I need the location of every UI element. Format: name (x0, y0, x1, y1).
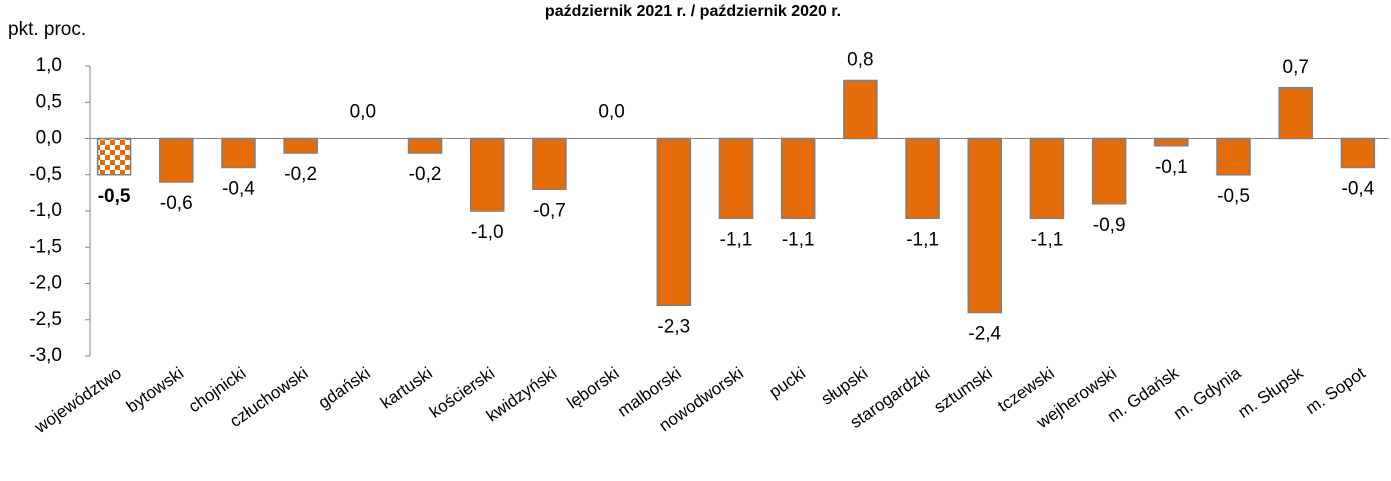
bar (1278, 87, 1313, 140)
bar (843, 79, 878, 140)
bar (967, 137, 1003, 314)
bar (1154, 137, 1189, 147)
y-tick-label: -2,5 (29, 309, 62, 330)
x-tick-label: gdański (315, 363, 374, 412)
value-label: -1,1 (782, 229, 815, 250)
x-tick-label: pucki (766, 363, 809, 401)
x-tick-label: m. Gdańsk (1104, 363, 1183, 426)
x-tick-label: m. Gdynia (1170, 363, 1245, 423)
x-tick-label: województwo (30, 363, 125, 437)
value-label: -0,2 (284, 164, 317, 185)
bar (905, 137, 940, 219)
y-tick-label: 1,0 (36, 55, 62, 76)
x-tick-label: słupski (818, 363, 871, 408)
bar (283, 137, 318, 154)
bar (1340, 137, 1376, 169)
value-label: -0,5 (1217, 186, 1250, 207)
x-tick-label: m. Słupsk (1235, 363, 1307, 422)
value-label: -0,9 (1093, 215, 1126, 236)
value-label: -1,1 (906, 229, 939, 250)
y-axis-label: pkt. proc. (8, 19, 86, 40)
value-label: -0,6 (160, 193, 193, 214)
bar (780, 137, 816, 219)
y-tick-label: -1,0 (29, 200, 62, 221)
value-label: -1,1 (720, 229, 753, 250)
y-tick-label: -1,5 (29, 236, 62, 257)
bar (221, 137, 256, 169)
x-tick-label: m. Sopot (1302, 363, 1369, 418)
value-label: -0,4 (222, 179, 255, 200)
value-label: -0,4 (1342, 179, 1375, 200)
y-tick-label: -0,5 (29, 164, 62, 185)
value-label: 0,0 (598, 102, 624, 123)
bar (1216, 137, 1251, 176)
value-label: -2,4 (968, 324, 1001, 345)
value-label: -1,0 (471, 222, 504, 243)
y-tick-label: 0,0 (36, 128, 62, 149)
x-tick-label: bytowski (123, 363, 187, 416)
value-label: -0,5 (98, 186, 131, 207)
bar (407, 137, 443, 154)
x-tick-label: sztumski (931, 363, 996, 416)
value-label: -0,2 (409, 164, 442, 185)
value-label: 0,8 (847, 50, 873, 71)
bar (532, 137, 567, 190)
chart-title: październik 2021 r. / październik 2020 r… (545, 3, 841, 20)
value-label: -0,7 (533, 200, 566, 221)
bar (1091, 137, 1127, 205)
value-label: 0,0 (350, 102, 376, 123)
bar (718, 137, 754, 219)
y-tick-label: -2,0 (29, 273, 62, 294)
y-tick-label: 0,5 (36, 91, 62, 112)
value-label: 0,7 (1283, 57, 1309, 78)
bar (1029, 137, 1065, 219)
y-tick-label: -3,0 (29, 345, 62, 366)
value-label: -2,3 (657, 316, 690, 337)
bar (96, 137, 132, 176)
x-tick-label: kwidzyński (483, 363, 560, 425)
bar (469, 137, 505, 212)
value-label: -0,1 (1155, 157, 1188, 178)
value-label: -1,1 (1031, 229, 1064, 250)
bar (159, 137, 194, 183)
bar (656, 137, 692, 306)
